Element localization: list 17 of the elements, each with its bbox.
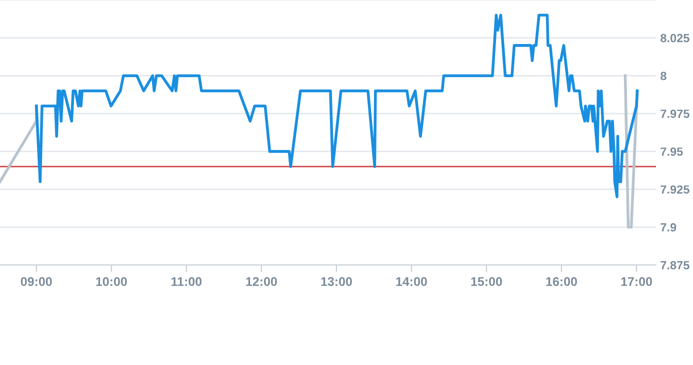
y-tick-label: 7.925	[660, 185, 690, 194]
x-tick-label: 09:00	[20, 277, 52, 286]
y-tick-label: 8	[660, 72, 666, 80]
line-series	[34, 14, 639, 198]
y-tick-label: 7.9	[660, 223, 676, 232]
x-tick-label: 13:00	[321, 277, 352, 286]
x-tick-label: 14:00	[396, 277, 427, 286]
y-tick-label: 7.875	[660, 261, 690, 270]
x-tick-label: 16:00	[546, 277, 577, 286]
x-tick-label: 17:00	[621, 277, 652, 286]
x-tick-label: 12:00	[246, 277, 277, 286]
x-tick-label: 11:00	[172, 277, 202, 286]
x-tick-label: 10:00	[96, 277, 127, 286]
y-tick-label: 7.95	[660, 147, 683, 156]
x-tick-label: 15:00	[471, 277, 502, 286]
y-tick-label: 8.025	[660, 34, 690, 42]
y-tick-label: 7.975	[660, 110, 690, 118]
